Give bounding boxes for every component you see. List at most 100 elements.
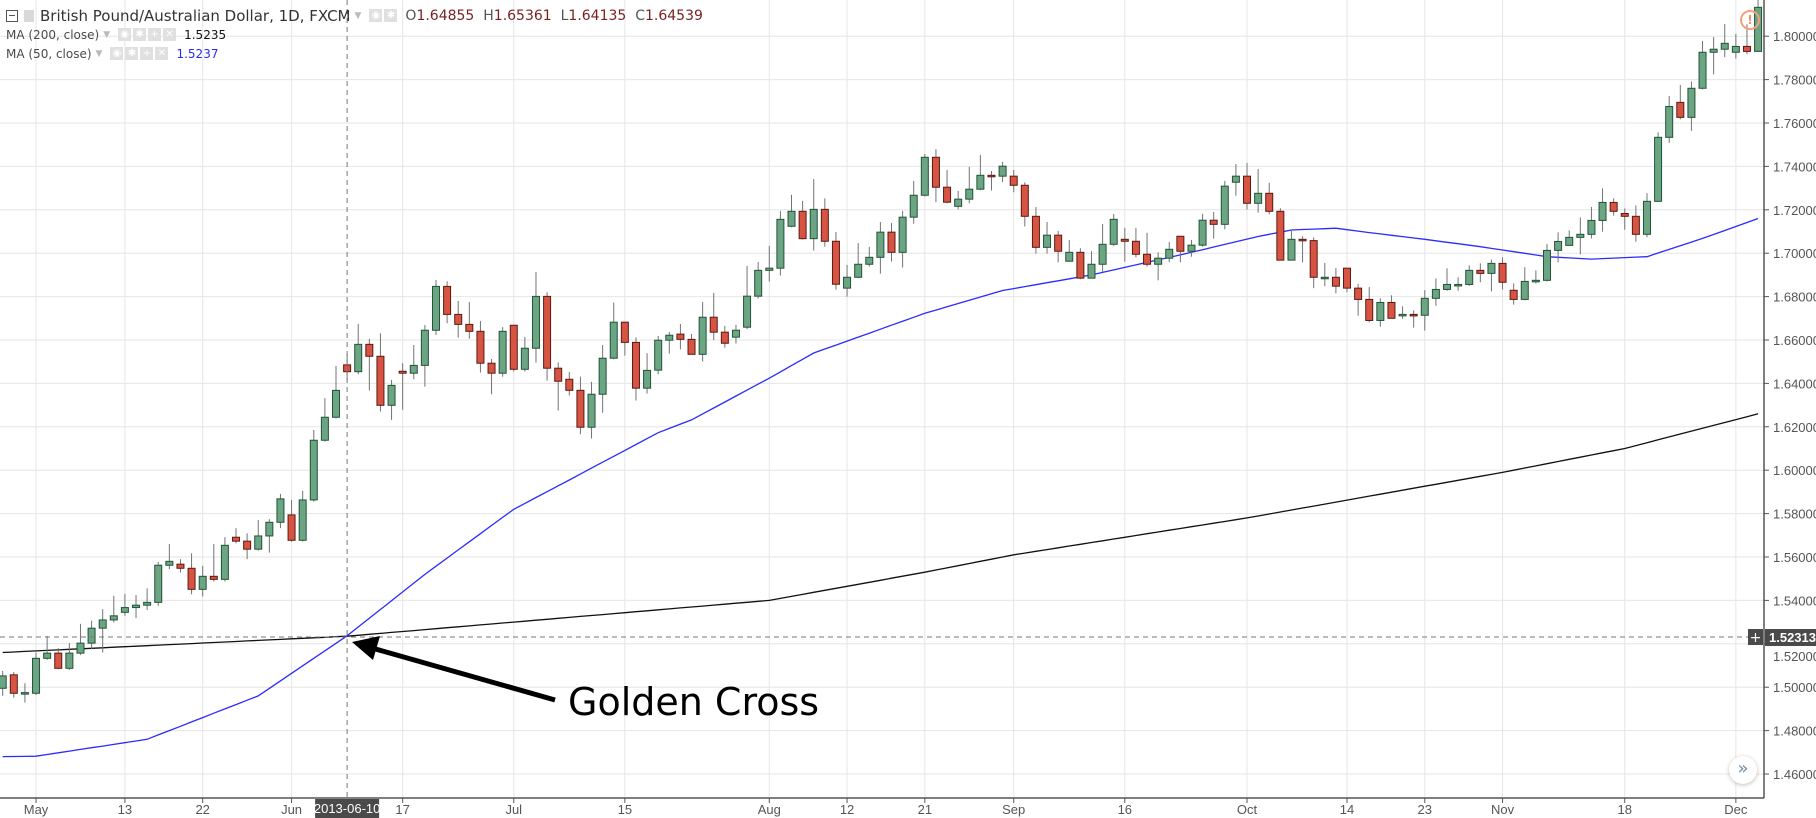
symbol-title[interactable]: British Pound/Australian Dollar, 1D, FXC… [40,6,351,25]
chevron-down-icon[interactable]: ▼ [354,10,362,21]
candle[interactable] [287,499,296,542]
candle[interactable] [1331,268,1340,294]
candle[interactable] [1276,208,1285,261]
candle[interactable] [198,565,207,597]
candle[interactable] [520,336,529,372]
candle[interactable] [1198,213,1207,247]
candle[interactable] [409,344,418,380]
candle[interactable] [1365,287,1374,323]
candle[interactable] [898,210,907,268]
candle[interactable] [1154,252,1163,281]
candle[interactable] [1676,85,1685,120]
candle[interactable] [987,170,996,191]
candle[interactable] [1131,227,1140,258]
candle[interactable] [1642,193,1651,238]
candle[interactable] [809,178,818,251]
candle[interactable] [698,302,707,362]
ma200-label[interactable]: MA (200, close) [6,27,100,42]
candle[interactable] [32,652,41,696]
candle[interactable] [1143,232,1152,267]
candle[interactable] [243,533,252,560]
candle[interactable] [1165,241,1174,263]
candle[interactable] [598,344,607,413]
candle[interactable] [843,264,852,297]
candle[interactable] [865,246,874,267]
candle[interactable] [132,594,141,619]
candle[interactable] [1287,229,1296,261]
candle[interactable] [943,169,952,204]
plus-icon[interactable] [1748,629,1763,646]
candle[interactable] [420,325,429,387]
candle[interactable] [1065,239,1074,262]
candle[interactable] [1109,213,1118,246]
candle[interactable] [1043,221,1052,254]
candle[interactable] [454,300,463,338]
candle[interactable] [887,222,896,262]
candle[interactable] [1176,235,1185,263]
candle[interactable] [776,210,785,276]
candle[interactable] [176,559,185,573]
candle[interactable] [332,366,340,419]
candle[interactable] [1465,265,1474,286]
close-icon[interactable]: ✕ [163,28,177,41]
candle[interactable] [787,194,796,228]
candle[interactable] [87,620,96,650]
candle[interactable] [320,398,329,442]
candle[interactable] [587,381,596,439]
candle[interactable] [43,635,52,660]
candle[interactable] [1398,306,1407,319]
gear-icon[interactable]: ✱ [133,28,147,41]
gear-icon[interactable]: ✱ [384,9,398,22]
candle[interactable] [1542,244,1551,282]
candles[interactable] [0,0,1763,703]
candle[interactable] [1687,81,1696,131]
candle[interactable] [1309,237,1318,289]
candle[interactable] [1620,208,1629,230]
candle[interactable] [676,323,685,350]
candle[interactable] [220,537,229,582]
candle[interactable] [1409,310,1418,328]
candle[interactable] [631,337,640,401]
candle[interactable] [54,648,63,670]
candle[interactable] [1565,230,1574,246]
candle[interactable] [1431,278,1440,306]
candle[interactable] [731,324,740,344]
candle[interactable] [1087,251,1096,279]
candle[interactable] [1520,267,1529,301]
eye-icon[interactable]: ◉ [110,47,124,60]
candle[interactable] [1554,232,1563,263]
candle[interactable] [1376,298,1385,327]
candle[interactable] [976,154,985,191]
candle[interactable] [1243,162,1252,210]
candle[interactable] [1631,205,1640,242]
candle[interactable] [276,493,285,529]
candle[interactable] [1420,290,1429,331]
candle[interactable] [1120,227,1129,262]
candle[interactable] [1576,217,1585,255]
candle[interactable] [831,231,840,290]
candle[interactable] [154,561,163,606]
candle[interactable] [1487,259,1496,292]
candle[interactable] [476,320,485,373]
candle[interactable] [531,271,540,363]
candle[interactable] [354,323,363,375]
candle[interactable] [743,266,752,330]
candle[interactable] [909,180,918,224]
candle[interactable] [554,362,563,411]
plus-icon[interactable]: + [140,47,154,60]
candle[interactable] [1531,270,1540,284]
candle[interactable] [1509,283,1518,305]
candle[interactable] [565,371,574,396]
candle[interactable] [98,609,107,653]
candle[interactable] [509,324,518,372]
candle[interactable] [1654,132,1663,202]
candle[interactable] [1698,40,1707,90]
candle[interactable] [376,333,385,412]
candle[interactable] [954,190,963,210]
candle[interactable] [1709,36,1718,75]
candle[interactable] [1020,182,1029,227]
double-chevron-right-icon[interactable]: » [1729,756,1757,784]
candle[interactable] [620,321,629,356]
close-icon[interactable]: ✕ [155,47,169,60]
